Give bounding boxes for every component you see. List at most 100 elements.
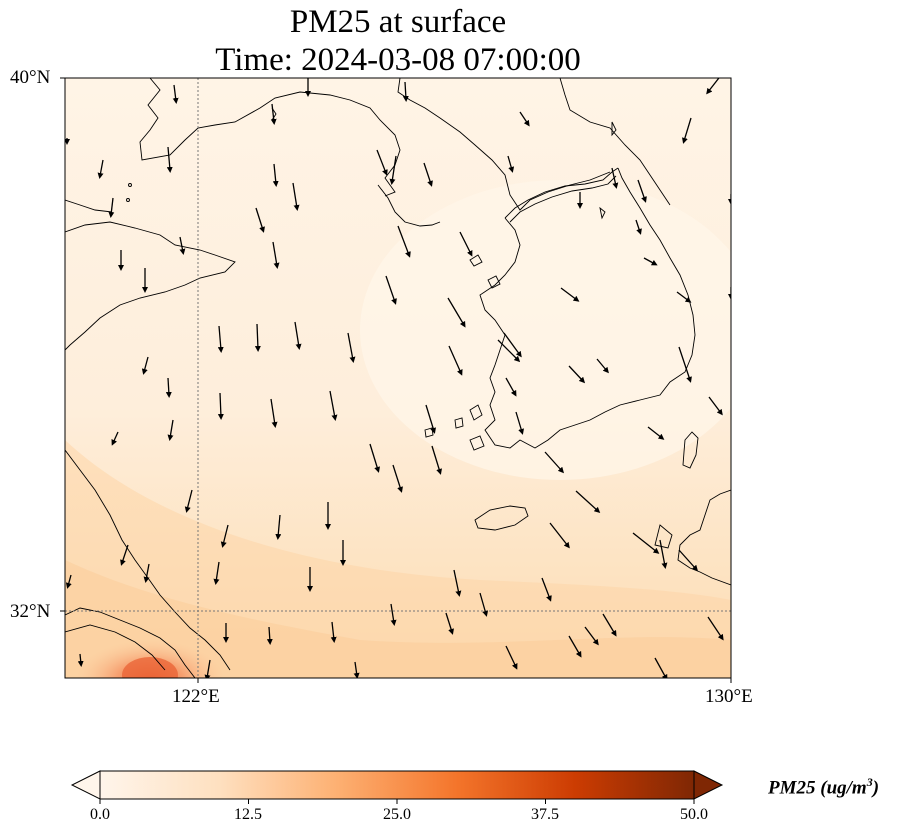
- wind-arrow: [255, 207, 265, 233]
- wind-arrow: [347, 332, 356, 363]
- map-timestamp: Time: 2024-03-08 07:00:00: [215, 42, 581, 78]
- wind-arrow: [111, 431, 119, 446]
- wind-arrow: [402, 81, 409, 102]
- colorbar-tick-label: 50.0: [680, 806, 708, 823]
- wind-arrow: [647, 426, 665, 440]
- wind-arrow: [453, 569, 462, 597]
- plot-frame: [64, 77, 732, 679]
- wind-arrow: [275, 514, 282, 540]
- wind-arrow: [217, 325, 224, 353]
- wind-arrow: [425, 404, 436, 434]
- wind-arrow: [541, 577, 552, 602]
- wind-arrow: [184, 489, 193, 513]
- wind-arrow: [459, 231, 473, 257]
- wind-arrow: [676, 291, 692, 303]
- wind-arrow: [254, 323, 261, 352]
- wind-arrow: [108, 197, 115, 218]
- wind-arrow: [272, 241, 280, 269]
- wind-arrow: [172, 84, 179, 104]
- wind-arrow: [678, 346, 692, 383]
- wind-arrow: [272, 163, 279, 187]
- lon-label-130e: 130°E: [705, 686, 753, 707]
- wind-arrow: [292, 182, 300, 211]
- wind-vectors: [65, 78, 731, 678]
- wind-arrow: [392, 464, 403, 493]
- colorbar-extend-max: [693, 770, 724, 800]
- wind-arrow: [385, 275, 397, 305]
- wind-arrow: [549, 522, 570, 549]
- wind-arrow: [143, 563, 150, 583]
- lon-label-122e: 122°E: [172, 686, 220, 707]
- colorbar-tick-label: 25.0: [383, 806, 411, 823]
- wind-arrow: [560, 287, 580, 302]
- wind-arrow: [575, 490, 601, 514]
- wind-arrow: [120, 544, 129, 566]
- wind-arrow: [611, 167, 619, 189]
- wind-arrow: [635, 219, 642, 235]
- wind-arrow: [708, 396, 723, 416]
- wind-arrow: [445, 612, 454, 635]
- wind-arrow: [707, 616, 724, 641]
- wind-arrow: [447, 297, 466, 328]
- wind-arrow: [77, 653, 84, 667]
- wind-arrow: [294, 321, 302, 350]
- wind-arrow: [678, 549, 699, 572]
- wind-arrow: [423, 162, 433, 187]
- colorbar-extend-min: [70, 770, 101, 800]
- lat-label-32n: 32°N: [10, 601, 51, 622]
- wind-arrow: [602, 613, 617, 637]
- wind-arrow: [397, 225, 411, 258]
- wind-arrow: [596, 358, 609, 374]
- wind-arrow: [179, 236, 186, 255]
- lat-label-40n: 40°N: [10, 67, 51, 88]
- wind-arrow: [204, 659, 211, 678]
- colorbar: [70, 770, 724, 804]
- colorbar-label: PM25 (ug/m3): [768, 775, 880, 799]
- wind-arrow: [97, 159, 104, 179]
- axis-ticks: [60, 77, 732, 683]
- wind-arrow: [329, 390, 338, 421]
- wind-arrow: [505, 645, 518, 670]
- wind-arrow: [568, 365, 586, 384]
- wind-arrow: [166, 146, 173, 173]
- wind-arrow: [165, 377, 172, 398]
- wind-arrow: [479, 592, 489, 617]
- wind-arrow: [568, 635, 582, 658]
- wind-arrow: [213, 561, 220, 585]
- wind-arrow: [330, 621, 337, 643]
- wind-arrow: [497, 339, 521, 363]
- wind-arrow: [353, 661, 360, 678]
- wind-arrow: [519, 111, 530, 127]
- wind-arrow: [682, 117, 692, 144]
- wind-arrow: [659, 539, 668, 569]
- colorbar-tick-label: 37.5: [531, 806, 559, 823]
- map-title: PM25 at surface: [289, 4, 507, 40]
- gridlines: [65, 78, 731, 678]
- wind-arrow: [637, 179, 647, 203]
- wind-arrow: [515, 411, 525, 435]
- wind-arrow: [448, 345, 463, 376]
- wind-arrow: [167, 419, 174, 441]
- wind-arrow: [266, 626, 273, 645]
- wind-arrow: [431, 445, 442, 475]
- wind-arrow: [65, 574, 72, 589]
- wind-arrow: [584, 626, 599, 646]
- wind-arrow: [270, 398, 278, 428]
- wind-arrow: [706, 78, 720, 95]
- wind-arrow: [643, 257, 658, 266]
- coastlines: [65, 78, 731, 678]
- wind-arrow: [270, 103, 277, 125]
- wind-arrow: [389, 155, 397, 185]
- wind-arrow: [544, 451, 565, 474]
- colorbar-gradient: [99, 770, 695, 800]
- colorbar-tick-label: 12.5: [234, 806, 262, 823]
- wind-arrow: [505, 377, 517, 397]
- wind-arrow: [654, 657, 668, 678]
- wind-arrow: [141, 356, 149, 375]
- wind-arrow: [217, 392, 224, 420]
- wind-arrow: [507, 155, 515, 173]
- pm25-field: [65, 78, 731, 678]
- wind-arrow: [376, 149, 388, 176]
- colorbar-tick-label: 0.0: [90, 806, 110, 823]
- wind-arrow: [220, 524, 229, 548]
